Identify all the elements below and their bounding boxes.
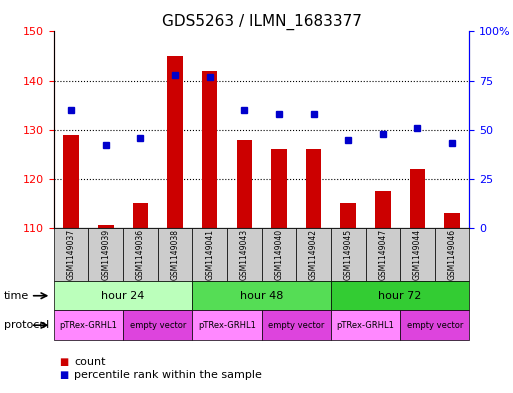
Text: time: time bbox=[4, 291, 29, 301]
Text: ■: ■ bbox=[59, 356, 68, 367]
Text: count: count bbox=[74, 356, 106, 367]
Bar bbox=[133, 204, 148, 228]
Bar bbox=[306, 149, 321, 228]
Text: GSM1149042: GSM1149042 bbox=[309, 229, 318, 280]
Text: GSM1149041: GSM1149041 bbox=[205, 229, 214, 280]
Bar bbox=[341, 204, 356, 228]
Text: pTRex-GRHL1: pTRex-GRHL1 bbox=[60, 321, 117, 330]
Text: hour 24: hour 24 bbox=[102, 291, 145, 301]
Bar bbox=[444, 213, 460, 228]
Text: percentile rank within the sample: percentile rank within the sample bbox=[74, 370, 262, 380]
Text: empty vector: empty vector bbox=[130, 321, 186, 330]
Text: GSM1149043: GSM1149043 bbox=[240, 229, 249, 280]
Bar bbox=[236, 140, 252, 228]
Text: GSM1149040: GSM1149040 bbox=[274, 229, 284, 280]
Bar bbox=[271, 149, 287, 228]
Text: GSM1149045: GSM1149045 bbox=[344, 229, 353, 280]
Text: GSM1149037: GSM1149037 bbox=[67, 229, 76, 280]
Bar bbox=[98, 226, 113, 228]
Bar bbox=[410, 169, 425, 228]
Bar bbox=[64, 134, 79, 228]
Title: GDS5263 / ILMN_1683377: GDS5263 / ILMN_1683377 bbox=[162, 14, 362, 30]
Text: pTRex-GRHL1: pTRex-GRHL1 bbox=[198, 321, 256, 330]
Text: GSM1149039: GSM1149039 bbox=[101, 229, 110, 280]
Text: protocol: protocol bbox=[4, 320, 49, 330]
Text: ■: ■ bbox=[59, 370, 68, 380]
Text: hour 72: hour 72 bbox=[379, 291, 422, 301]
Bar bbox=[167, 56, 183, 228]
Bar bbox=[202, 71, 218, 228]
Text: GSM1149044: GSM1149044 bbox=[413, 229, 422, 280]
Text: empty vector: empty vector bbox=[268, 321, 324, 330]
Text: pTRex-GRHL1: pTRex-GRHL1 bbox=[337, 321, 394, 330]
Bar bbox=[375, 191, 390, 228]
Text: GSM1149047: GSM1149047 bbox=[378, 229, 387, 280]
Text: GSM1149046: GSM1149046 bbox=[447, 229, 457, 280]
Text: hour 48: hour 48 bbox=[240, 291, 283, 301]
Text: GSM1149038: GSM1149038 bbox=[170, 229, 180, 280]
Text: empty vector: empty vector bbox=[407, 321, 463, 330]
Text: GSM1149036: GSM1149036 bbox=[136, 229, 145, 280]
